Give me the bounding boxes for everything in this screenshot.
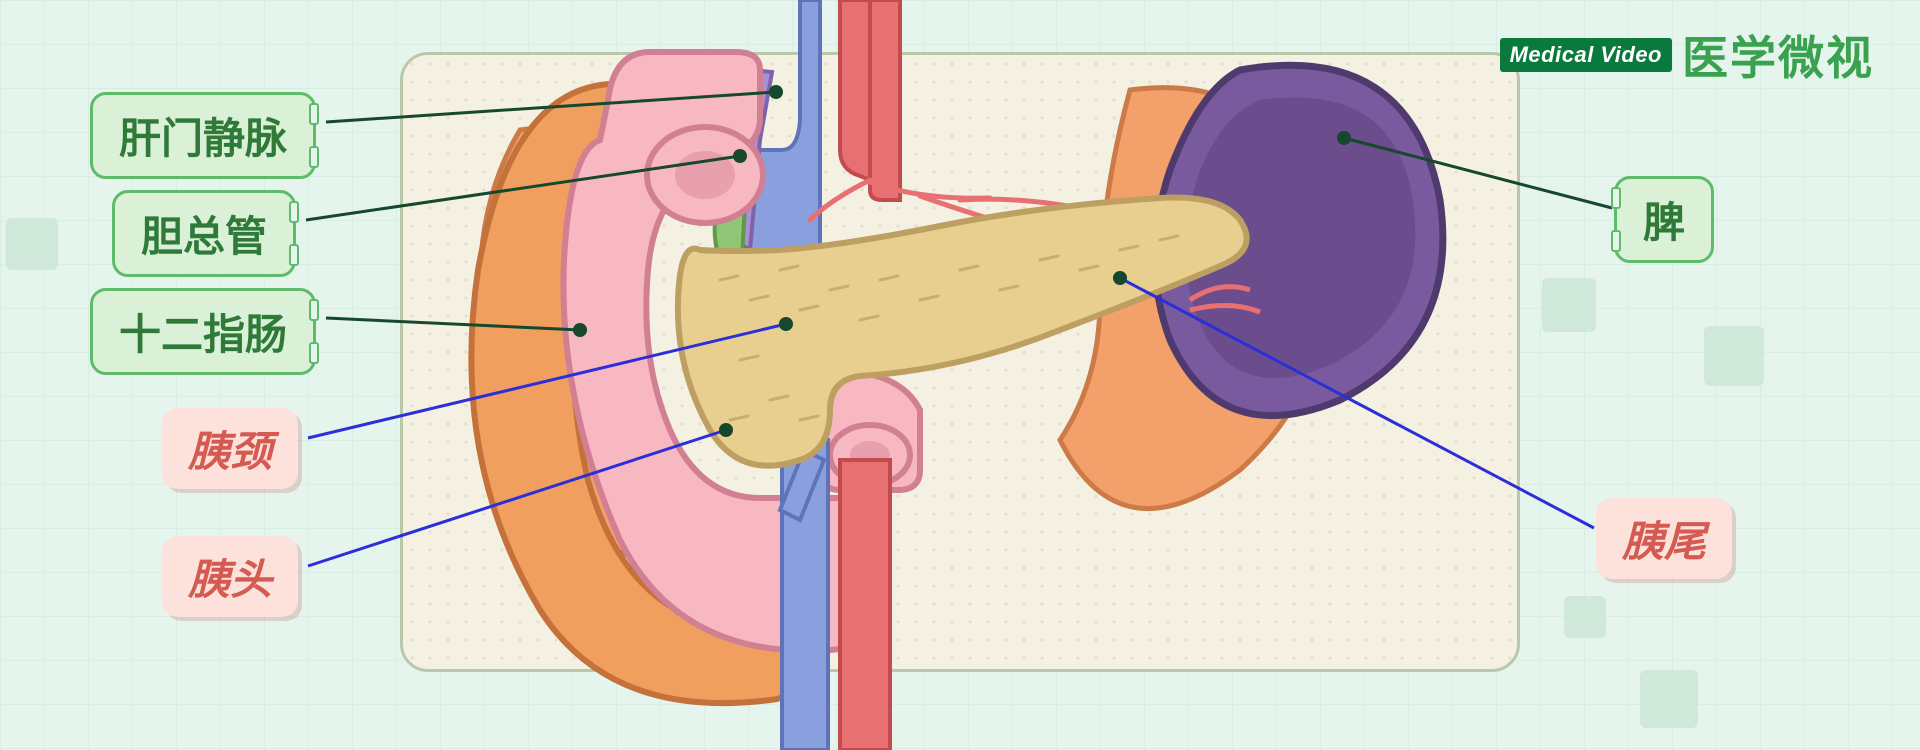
label-text: 脾 (1643, 189, 1685, 250)
label-text: 胰颈 (188, 418, 272, 479)
brand-logo: Medical Video 医学微视 (1500, 22, 1874, 88)
label-pancreas-neck: 胰颈 (162, 408, 298, 489)
label-text: 胰头 (188, 546, 272, 607)
label-duodenum: 十二指肠 (90, 288, 316, 375)
label-spleen: 脾 (1614, 176, 1714, 263)
logo-text: 医学微视 (1682, 22, 1874, 88)
label-pancreas-head: 胰头 (162, 536, 298, 617)
anatomy-illustration (400, 0, 1520, 750)
label-text: 胰尾 (1622, 508, 1706, 569)
label-text: 肝门静脉 (119, 105, 287, 166)
label-common-bile-duct: 胆总管 (112, 190, 296, 277)
label-text: 胆总管 (141, 203, 267, 264)
label-pancreas-tail: 胰尾 (1596, 498, 1732, 579)
logo-badge: Medical Video (1500, 38, 1672, 72)
label-hepatic-portal-vein: 肝门静脉 (90, 92, 316, 179)
label-text: 十二指肠 (119, 301, 287, 362)
